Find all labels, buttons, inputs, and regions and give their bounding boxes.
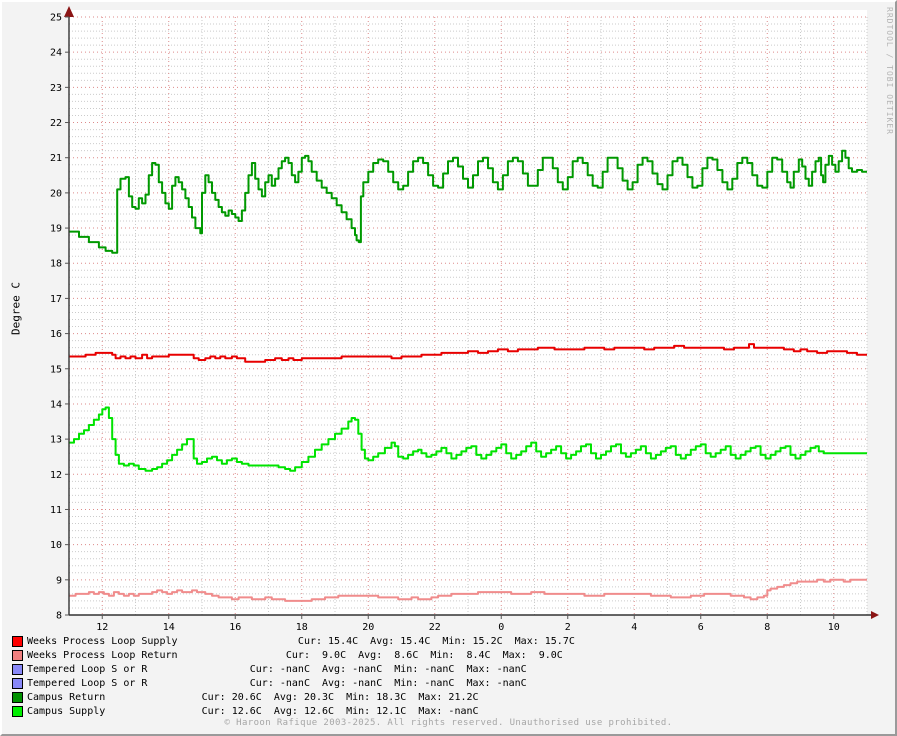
axes-layer — [64, 6, 879, 619]
legend-text: Campus Supply Cur: 12.6C Avg: 12.6C Min:… — [27, 705, 479, 717]
y-tick-label: 15 — [50, 364, 62, 375]
grid-layer — [69, 16, 868, 616]
legend-row: Tempered Loop S or R Cur: -nanC Avg: -na… — [12, 662, 575, 676]
legend-text: Tempered Loop S or R Cur: -nanC Avg: -na… — [27, 663, 527, 675]
x-tick-label: 16 — [229, 622, 241, 633]
legend-text: Weeks Process Loop Supply Cur: 15.4C Avg… — [27, 635, 575, 647]
legend-swatch-icon — [12, 691, 23, 703]
x-tick-label: 20 — [362, 622, 374, 633]
series-layer — [69, 149, 867, 602]
series-line-weeks-process-loop-supply — [69, 343, 867, 363]
y-tick-label: 8 — [56, 611, 62, 622]
x-tick-label: 10 — [828, 622, 840, 633]
series-line-campus-supply — [69, 406, 867, 472]
legend-text: Campus Return Cur: 20.6C Avg: 20.3C Min:… — [27, 691, 479, 703]
legend-row: Weeks Process Loop Supply Cur: 15.4C Avg… — [12, 634, 575, 648]
legend-row: Weeks Process Loop Return Cur: 9.0C Avg:… — [12, 648, 575, 662]
copyright-footer: © Haroon Rafique 2003-2025. All rights r… — [224, 718, 673, 728]
y-tick-label: 11 — [50, 505, 62, 516]
x-tick-label: 18 — [296, 622, 308, 633]
legend-text: Weeks Process Loop Return Cur: 9.0C Avg:… — [27, 649, 563, 661]
legend-row: Tempered Loop S or R Cur: -nanC Avg: -na… — [12, 676, 575, 690]
y-tick-label: 18 — [50, 259, 62, 270]
y-tick-label: 17 — [50, 294, 62, 305]
x-tick-label: 6 — [698, 622, 704, 633]
y-tick-label: 16 — [50, 329, 62, 340]
y-tick-label: 13 — [50, 435, 62, 446]
x-tick-label: 22 — [429, 622, 441, 633]
x-tick-label: 12 — [96, 622, 108, 633]
legend-row: Campus Return Cur: 20.6C Avg: 20.3C Min:… — [12, 690, 575, 704]
x-tick-label: 2 — [565, 622, 571, 633]
y-tick-label: 24 — [50, 48, 62, 59]
y-tick-label: 19 — [50, 224, 62, 235]
x-tick-label: 0 — [498, 622, 504, 633]
rrdtool-watermark: RRDTOOL / TOBI OETIKER — [885, 7, 894, 135]
y-axis-arrow-icon — [64, 6, 74, 17]
legend-swatch-icon — [12, 677, 23, 689]
x-axis-arrow-icon — [871, 611, 879, 619]
legend: Weeks Process Loop Supply Cur: 15.4C Avg… — [12, 634, 575, 718]
x-tick-label: 14 — [163, 622, 175, 633]
y-tick-label: 23 — [50, 83, 62, 94]
legend-swatch-icon — [12, 649, 23, 661]
x-tick-label: 8 — [764, 622, 770, 633]
series-line-weeks-process-loop-return — [69, 578, 867, 602]
y-tick-label: 14 — [50, 399, 62, 410]
x-tick-label: 4 — [631, 622, 637, 633]
legend-swatch-icon — [12, 663, 23, 675]
y-tick-label: 10 — [50, 540, 62, 551]
y-tick-label: 21 — [50, 153, 62, 164]
legend-swatch-icon — [12, 705, 23, 717]
series-line-campus-return — [69, 149, 867, 254]
legend-swatch-icon — [12, 635, 23, 647]
y-tick-label: 9 — [56, 575, 62, 586]
y-tick-label: 20 — [50, 188, 62, 199]
legend-row: Campus Supply Cur: 12.6C Avg: 12.6C Min:… — [12, 704, 575, 718]
y-tick-label: 22 — [50, 118, 62, 129]
y-tick-label: 12 — [50, 470, 62, 481]
legend-text: Tempered Loop S or R Cur: -nanC Avg: -na… — [27, 677, 527, 689]
y-tick-label: 25 — [50, 13, 62, 24]
